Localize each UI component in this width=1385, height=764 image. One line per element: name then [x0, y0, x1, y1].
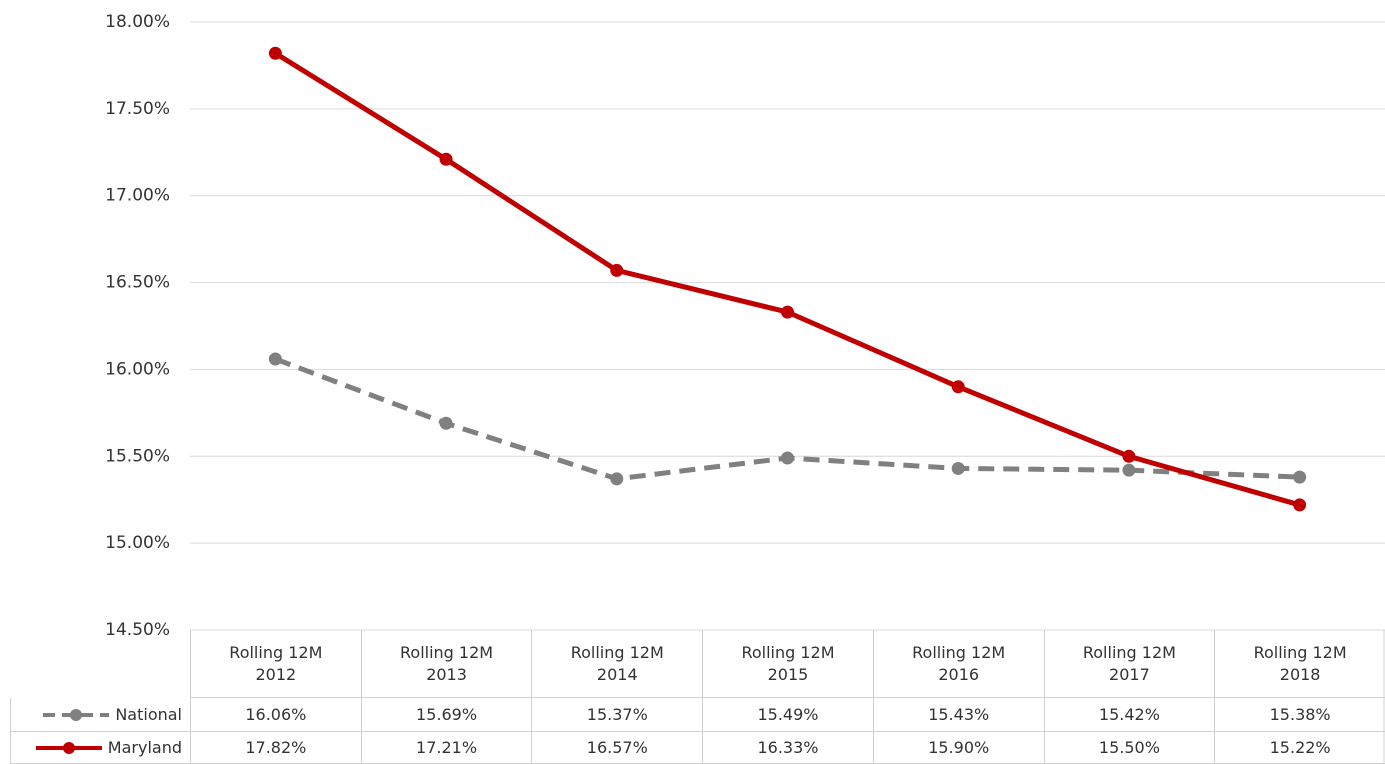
value-label-text: 16.57% [586, 738, 648, 757]
data-point [1122, 463, 1136, 477]
legend-swatch [35, 741, 102, 754]
value-label-text: 15.38% [1269, 705, 1331, 724]
value-label-text: 15.43% [928, 705, 990, 724]
legend-cell: National [10, 698, 190, 732]
value-label-text: 15.22% [1269, 738, 1331, 757]
value-label: 15.43% [872, 698, 1044, 732]
x-tick-label: Rolling 12M 2012 [190, 630, 361, 698]
y-tick-label: 14.50% [105, 620, 170, 640]
data-point [781, 451, 794, 465]
x-tick-label: Rolling 12M 2015 [702, 630, 873, 698]
data-point [439, 416, 453, 430]
data-point [439, 152, 453, 166]
x-tick-label-text: Rolling 12M 2018 [1253, 642, 1347, 684]
legend-marker [62, 741, 75, 754]
y-tick-label: 18.00% [105, 12, 170, 32]
series-line [274, 51, 1301, 508]
value-label: 15.50% [1043, 732, 1215, 764]
y-tick-label: 15.50% [105, 446, 170, 466]
data-point [268, 46, 282, 60]
data-point [610, 263, 624, 277]
y-tick-label: 16.50% [105, 273, 170, 293]
x-tick-label: Rolling 12M 2018 [1214, 630, 1385, 698]
y-tick-label: 15.00% [105, 533, 170, 553]
value-label: 15.90% [872, 732, 1044, 764]
x-tick-label-text: Rolling 12M 2012 [229, 642, 323, 684]
legend-label: National [115, 705, 182, 724]
data-point [1293, 498, 1307, 512]
x-tick-label-text: Rolling 12M 2015 [741, 642, 835, 684]
value-label: 16.06% [190, 698, 361, 732]
value-label-text: 15.50% [1098, 738, 1160, 757]
value-label-text: 15.42% [1098, 705, 1160, 724]
value-label-text: 16.06% [245, 705, 307, 724]
x-tick-label: Rolling 12M 2014 [531, 630, 703, 698]
value-label-text: 15.37% [586, 705, 648, 724]
legend-swatch [43, 708, 110, 721]
value-label-text: 15.49% [757, 705, 819, 724]
value-label: 15.69% [360, 698, 532, 732]
x-tick-label-text: Rolling 12M 2014 [570, 642, 664, 684]
y-tick-label: 17.00% [105, 186, 170, 206]
x-tick-label: Rolling 12M 2013 [360, 630, 532, 698]
value-label: 17.82% [190, 732, 361, 764]
value-label: 15.22% [1214, 732, 1385, 764]
data-point [610, 472, 624, 486]
legend-label: Maryland [107, 738, 182, 757]
legend-marker [70, 708, 83, 721]
value-label-text: 15.69% [416, 705, 478, 724]
x-tick-label-text: Rolling 12M 2016 [912, 642, 1006, 684]
data-point [268, 352, 282, 366]
legend-cell: Maryland [10, 732, 190, 764]
value-label: 15.42% [1043, 698, 1215, 732]
x-tick-label: Rolling 12M 2016 [872, 630, 1044, 698]
value-label-text: 16.33% [757, 738, 819, 757]
data-point [1293, 470, 1307, 484]
value-label-text: 17.82% [245, 738, 307, 757]
value-label-text: 17.21% [416, 738, 478, 757]
y-tick-label: 17.50% [105, 99, 170, 119]
value-label: 16.57% [531, 732, 703, 764]
y-tick-label: 16.00% [105, 359, 170, 379]
x-tick-label-text: Rolling 12M 2013 [400, 642, 494, 684]
x-tick-label-text: Rolling 12M 2017 [1082, 642, 1176, 684]
value-label: 15.38% [1214, 698, 1385, 732]
value-label: 15.37% [531, 698, 703, 732]
value-label-text: 15.90% [928, 738, 990, 757]
x-tick-label: Rolling 12M 2017 [1043, 630, 1215, 698]
value-label: 17.21% [360, 732, 532, 764]
data-point [1122, 449, 1136, 463]
value-label: 15.49% [702, 698, 873, 732]
data-point [951, 461, 965, 475]
value-label: 16.33% [702, 732, 873, 764]
data-point [951, 380, 965, 394]
data-point [781, 305, 794, 319]
